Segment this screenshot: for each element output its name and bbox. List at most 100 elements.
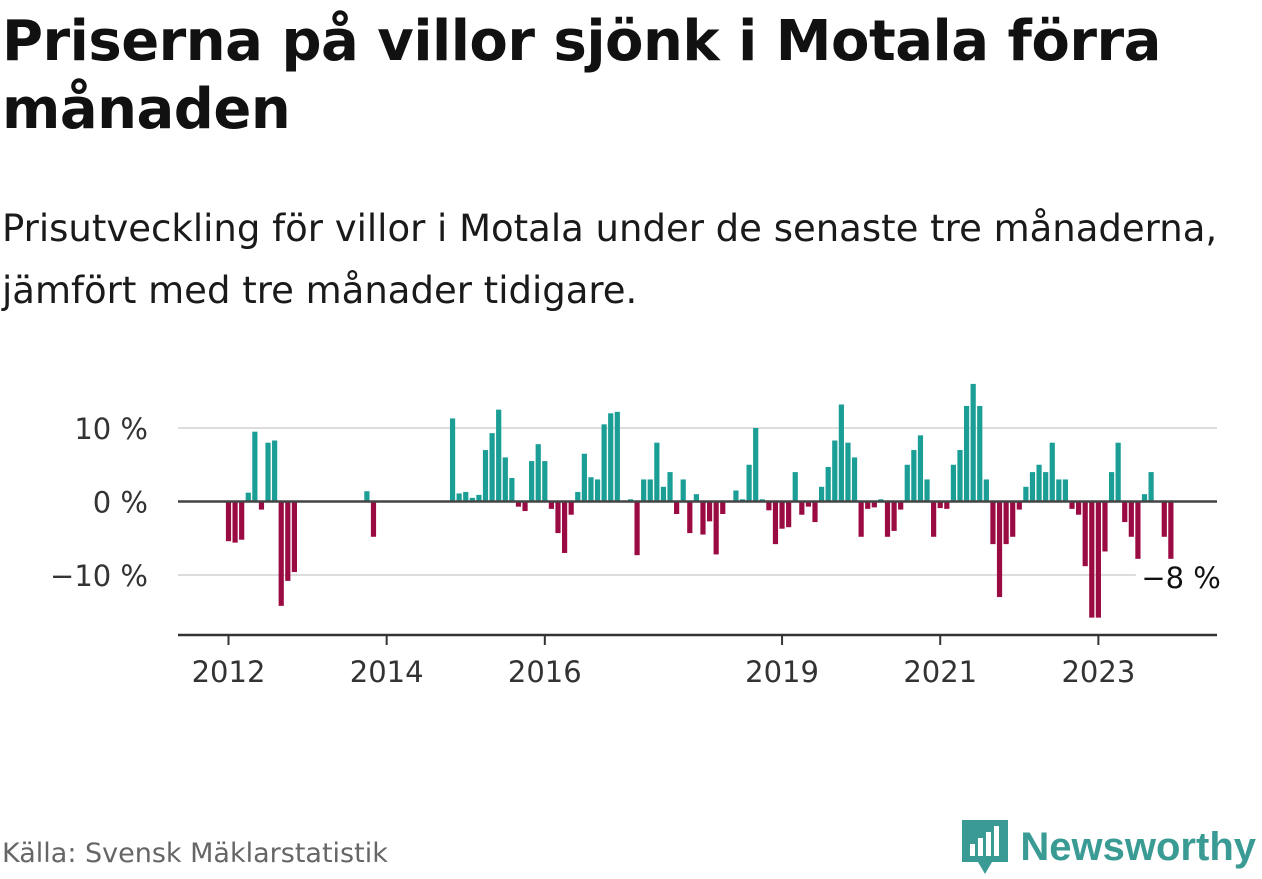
bar: [792, 472, 798, 502]
bar: [924, 479, 930, 502]
bar: [1082, 501, 1088, 567]
bar: [232, 501, 238, 543]
bar: [515, 501, 522, 507]
bar: [687, 501, 693, 534]
bar: [1076, 501, 1082, 515]
bar: [364, 491, 370, 502]
bar: [772, 501, 779, 545]
bar: [944, 501, 950, 509]
bar: [258, 501, 265, 510]
bar: [706, 501, 713, 522]
bar: [614, 411, 620, 502]
x-tick-label: 2021: [903, 655, 977, 689]
bar: [983, 479, 989, 502]
bar: [568, 501, 574, 515]
bar: [1089, 501, 1095, 618]
x-tick-label: 2014: [350, 655, 424, 689]
bar: [805, 501, 812, 507]
bar: [898, 501, 904, 510]
x-tick-label: 2016: [508, 655, 582, 689]
bar: [977, 405, 983, 502]
bar: [746, 464, 752, 502]
bar: [463, 491, 469, 502]
bar: [858, 501, 864, 537]
bar: [957, 450, 963, 502]
bar: [1043, 472, 1049, 502]
bar: [733, 490, 739, 502]
bar: [1161, 501, 1167, 537]
bar: [272, 440, 278, 502]
bar: [469, 497, 475, 502]
bar: [865, 501, 871, 509]
bar: [970, 383, 976, 502]
chart-axes: [178, 500, 1217, 645]
bar: [851, 457, 858, 502]
chart-grid: [178, 427, 1217, 576]
chart-bars: [225, 383, 1174, 618]
bar: [1128, 501, 1134, 537]
bar: [911, 450, 917, 502]
chart-subtitle: Prisutveckling för villor i Motala under…: [2, 207, 1218, 312]
bar: [1108, 472, 1115, 502]
bar: [482, 450, 489, 502]
bar: [786, 501, 792, 528]
bar: [1102, 501, 1108, 552]
bar: [1016, 501, 1022, 510]
bar: [608, 413, 614, 502]
bar: [529, 461, 535, 502]
bar: [634, 501, 640, 556]
bar: [225, 501, 232, 542]
bar: [720, 501, 726, 514]
bar: [871, 501, 877, 508]
bar: [489, 433, 495, 502]
x-tick-label: 2012: [192, 655, 266, 689]
x-tick-label: 2023: [1061, 655, 1135, 689]
bar: [496, 409, 502, 502]
bar: [693, 494, 699, 502]
brand-logo[interactable]: Newsworthy: [960, 818, 1256, 876]
bar: [1148, 472, 1154, 502]
bar: [535, 444, 541, 502]
bar: [1122, 501, 1128, 523]
bar: [594, 479, 601, 502]
bar: [884, 501, 891, 537]
chart-labels: 10 % 0 % −10 % 2012 2014 2016 2019 2021 2023 −8 %: [50, 412, 1228, 689]
bar: [1095, 501, 1101, 618]
bar: [937, 501, 943, 509]
bar: [838, 404, 844, 502]
bar: [252, 431, 258, 502]
bar: [588, 477, 594, 502]
bar: [456, 493, 462, 502]
y-tick-label: 0 %: [93, 486, 148, 520]
bar: [700, 501, 706, 535]
bar: [753, 428, 759, 502]
bar: [555, 501, 561, 534]
bar-chart-logo-icon: [962, 820, 1009, 874]
end-label-bg: [1135, 561, 1228, 598]
bar: [239, 501, 245, 540]
bar: [674, 501, 680, 514]
bar: [799, 501, 805, 515]
bar: [548, 501, 555, 509]
bar: [845, 442, 851, 502]
bar: [575, 491, 581, 502]
bar: [647, 479, 653, 502]
bar: [522, 501, 528, 512]
bar: [891, 501, 897, 531]
bar-chart: 10 % 0 % −10 % 2012 2014 2016 2019 2021 2023 −8 %: [50, 383, 1228, 689]
bar: [667, 472, 673, 502]
bar: [641, 479, 647, 502]
bar: [370, 501, 377, 537]
bar: [1003, 501, 1009, 545]
bar: [245, 492, 251, 502]
bar: [1141, 494, 1148, 502]
bar: [825, 466, 831, 502]
bar: [265, 442, 271, 502]
bar: [1135, 501, 1141, 559]
bar: [963, 405, 970, 502]
bar: [812, 501, 818, 523]
y-tick-label: 10 %: [74, 412, 148, 446]
bar: [581, 453, 587, 502]
bar: [502, 457, 508, 502]
bar: [601, 424, 607, 502]
